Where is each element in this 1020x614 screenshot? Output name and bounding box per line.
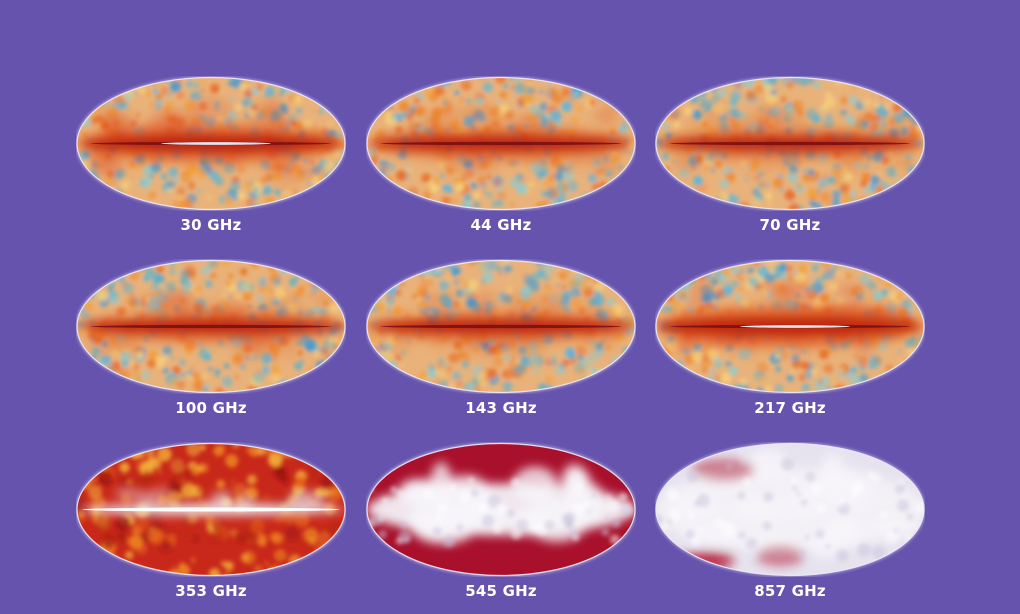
map-caption: 217 GHz [754,399,826,417]
map-caption: 545 GHz [465,582,537,600]
sky-map-image [366,442,636,577]
map-panel-3: 70 GHz [655,76,925,241]
sky-map-image [366,76,636,211]
map-panel-1: 30 GHz [76,76,346,241]
sky-map-image [366,259,636,394]
sky-map-image [655,259,925,394]
map-panel-7: 353 GHz [76,442,346,607]
map-panel-9: 857 GHz [655,442,925,607]
sky-map-image [655,442,925,577]
map-caption: 30 GHz [180,216,242,234]
sky-map-image [76,76,346,211]
map-caption: 857 GHz [754,582,826,600]
sky-map-image [76,442,346,577]
sky-map-image [655,76,925,211]
map-caption: 44 GHz [470,216,532,234]
map-caption: 353 GHz [175,582,247,600]
map-panel-6: 217 GHz [655,259,925,424]
map-panel-5: 143 GHz [366,259,636,424]
sky-map-image [76,259,346,394]
map-panel-8: 545 GHz [366,442,636,607]
map-panel-2: 44 GHz [366,76,636,241]
map-caption: 143 GHz [465,399,537,417]
map-caption: 70 GHz [759,216,821,234]
map-caption: 100 GHz [175,399,247,417]
map-panel-4: 100 GHz [76,259,346,424]
